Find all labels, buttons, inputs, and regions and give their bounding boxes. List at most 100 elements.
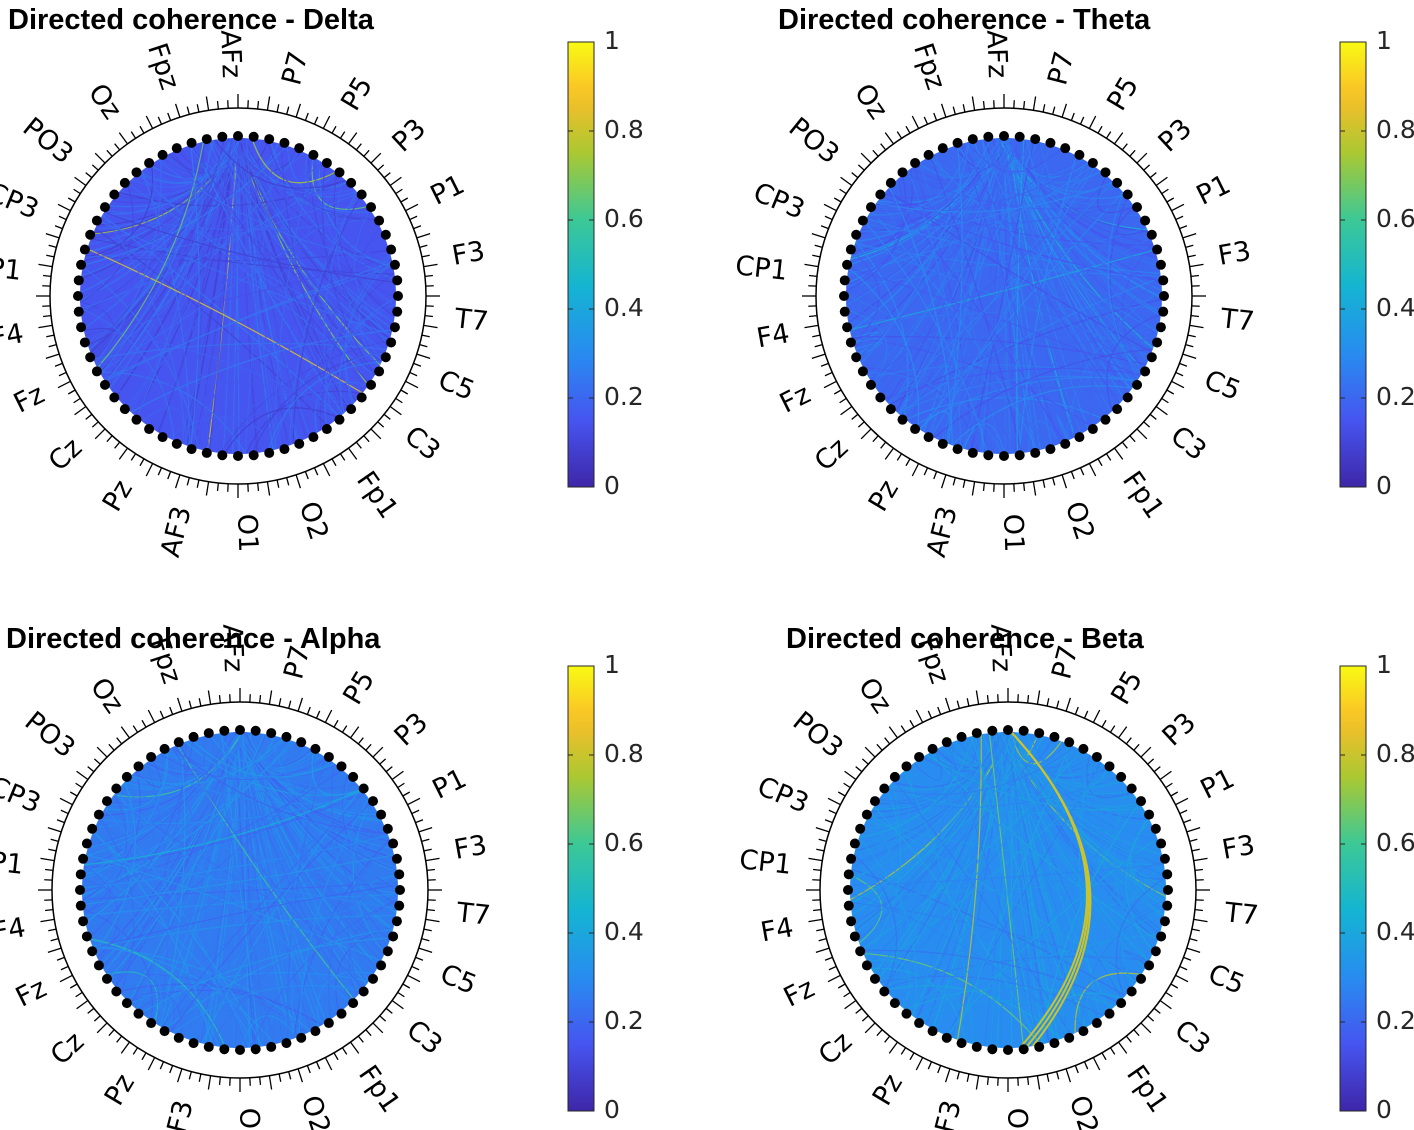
channel-node [111,783,122,794]
connection [954,744,1071,1040]
connection [269,734,398,888]
channel-node [857,215,868,226]
connection [125,157,316,408]
channel-tick [304,112,309,121]
channel-tick [418,947,433,954]
channel-node [346,404,357,415]
channel-tick [1056,700,1060,709]
channel-node [279,137,290,148]
connection [1019,912,1165,1048]
channel-node [983,131,994,142]
connection [266,140,376,220]
connection [854,243,1161,277]
channel-tick [1186,826,1201,833]
connection [966,141,1062,173]
connection [888,186,953,446]
channel-node [839,291,849,301]
channel-tick [814,244,823,248]
channel-tick [915,1057,924,1071]
channel-tick [347,447,358,460]
channel-tick [1182,353,1197,360]
connection [253,138,376,376]
channel-tick [216,101,219,110]
channel-node [356,189,367,200]
channel-tick [75,991,83,998]
channel-label: PO3 [19,706,81,764]
channel-tick [1052,106,1056,115]
channel-node [78,853,89,864]
connection [965,207,1136,450]
channel-node [73,306,84,317]
channel-label: Cz [813,1026,858,1071]
channel-node [869,973,880,984]
connection [98,790,364,824]
connection [348,839,391,993]
channel-label: C3 [400,1014,448,1061]
channel-tick [809,315,818,318]
channel-node [388,931,399,942]
channel-node [952,444,963,455]
channel-node [1144,809,1155,820]
connection [305,746,378,813]
channel-tick [306,706,311,715]
channel-tick [1027,695,1030,704]
connection [850,863,1164,887]
channel-node [173,1032,184,1043]
channel-node [1034,1041,1045,1052]
channel-tick [75,782,83,789]
connection [83,863,257,1048]
channel-node [1003,725,1013,735]
channel-label: Pz [863,475,905,517]
connection [960,143,1061,444]
channel-node [171,438,182,449]
connection [159,753,328,781]
channel-tick [60,965,69,971]
channel-tick [45,909,54,912]
channel-tick [407,974,421,983]
channel-tick [45,868,54,871]
channel-label: P3 [389,707,435,752]
channel-node [73,275,84,286]
channel-node [1049,1038,1060,1049]
channel-tick [956,700,960,709]
connections [80,138,396,454]
channel-tick [840,176,853,187]
channel-tick [286,477,290,486]
channel-tick [379,1015,387,1022]
connection [1037,141,1151,357]
connection [233,138,357,402]
channel-tick [1070,112,1075,121]
channel-tick [1149,172,1157,179]
channel-tick [40,918,55,923]
connection [876,976,984,1047]
channel-tick [1046,1073,1050,1082]
channel-tick [1121,441,1128,449]
channel-label: AFz [984,623,1017,672]
channel-label: Fp1 [1120,1060,1174,1119]
channel-node [1158,275,1169,286]
connection [1007,732,1132,795]
channel-tick [324,709,333,723]
channel-tick [1143,421,1151,428]
channel-node [1078,1026,1089,1037]
channel-label: PO3 [787,706,849,764]
channel-tick [1121,143,1128,151]
channel-tick [147,709,156,723]
channel-tick [1165,782,1173,789]
connection [126,991,183,1037]
channel-tick [861,758,869,765]
channel-node [358,783,369,794]
channel-node [1140,366,1151,377]
channel-node [78,916,89,927]
channel-node [296,737,307,748]
colorbar [567,665,595,1112]
connection [134,758,163,789]
channel-tick [1161,397,1169,404]
channel-node [1049,731,1060,742]
channel-tick [911,463,920,477]
channel-tick [96,746,108,758]
channel-node [927,743,938,754]
channel-tick [198,1073,202,1082]
colorbar-tick-label: 0 [604,471,620,500]
channel-node [310,743,321,754]
